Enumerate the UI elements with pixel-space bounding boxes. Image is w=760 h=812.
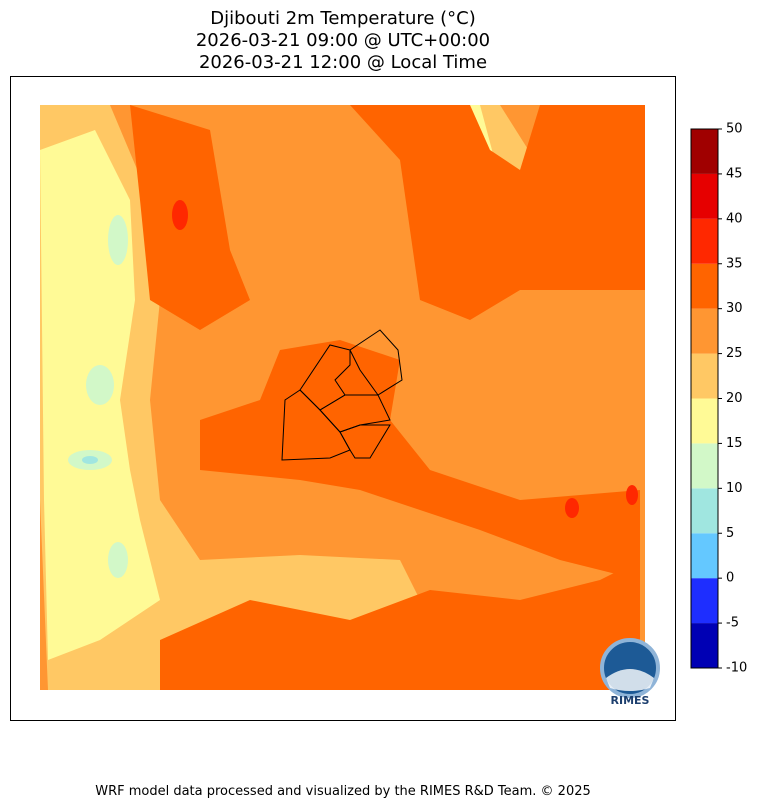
colorbar-tick-label: 25 [726,346,743,361]
title-line: Djibouti 2m Temperature (°C) [210,8,476,29]
colorbar: -10 -5 0 5 10 15 20 25 30 35 40 45 50 [690,122,747,676]
map-frame [10,76,676,721]
colorbar-tick-label: 15 [726,436,743,451]
colorbar-bin [691,578,718,624]
colorbar-bin [691,263,718,309]
logo-text: RIMES [611,694,650,707]
colorbar-bin [691,488,718,534]
logo: RIMES [600,638,660,707]
colorbar-tick-label: 5 [726,526,734,541]
colorbar-tick-label: 35 [726,256,743,271]
temperature-field [40,105,645,690]
colorbar-bin [691,308,718,354]
colorbar-tick-label: 30 [726,301,743,316]
title-line: 2026-03-21 09:00 @ UTC+00:00 [196,30,490,51]
colorbar-bin [691,623,718,668]
colorbar-tick-label: 40 [726,211,743,226]
colorbar-tick-label: -5 [726,616,739,631]
title-line: 2026-03-21 12:00 @ Local Time [199,52,487,73]
colorbar-bin [691,129,718,174]
colorbar-tick-label: 20 [726,391,743,406]
colorbar-tick-label: 0 [726,571,734,586]
colorbar-bin [691,218,718,264]
colorbar-bin [691,353,718,399]
colorbar-tick-label: 50 [726,122,743,137]
colorbar-bin [691,173,718,219]
colorbar-tick-label: 10 [726,481,743,496]
colorbar-bin [691,398,718,444]
footer: WRF model data processed and visualized … [95,784,591,799]
colorbar-bin [691,533,718,579]
colorbar-tick-label: -10 [726,661,747,676]
colorbar-tick-label: 45 [726,166,743,181]
colorbar-bin [691,443,718,489]
country-borders [281,329,403,461]
